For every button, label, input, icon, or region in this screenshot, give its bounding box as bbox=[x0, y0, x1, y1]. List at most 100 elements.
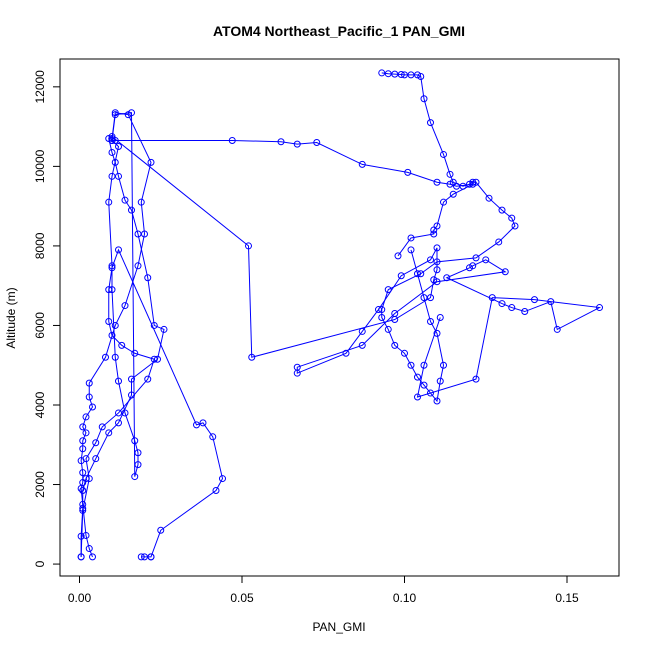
data-point bbox=[77, 532, 85, 540]
data-point bbox=[430, 230, 438, 238]
data-point bbox=[147, 158, 155, 166]
data-point bbox=[193, 421, 200, 429]
data-point bbox=[115, 377, 122, 385]
data-point bbox=[414, 71, 421, 79]
data-point bbox=[150, 321, 158, 329]
data-point bbox=[472, 375, 480, 383]
data-point bbox=[209, 433, 217, 441]
data-point bbox=[430, 226, 438, 234]
data-point bbox=[79, 506, 87, 514]
data-point bbox=[111, 158, 119, 166]
data-point bbox=[77, 553, 85, 561]
data-point bbox=[511, 222, 519, 230]
data-point bbox=[277, 138, 285, 146]
y-tick-label: 0 bbox=[33, 560, 47, 567]
data-point bbox=[108, 133, 116, 141]
data-point bbox=[521, 308, 529, 316]
data-point bbox=[427, 389, 434, 397]
y-tick-label: 10000 bbox=[33, 149, 47, 183]
data-point bbox=[82, 413, 90, 421]
data-point bbox=[378, 306, 386, 314]
data-point bbox=[108, 331, 116, 339]
data-point bbox=[596, 304, 603, 312]
data-point bbox=[466, 264, 473, 272]
data-point bbox=[485, 194, 493, 202]
data-point bbox=[108, 264, 116, 272]
data-point bbox=[115, 142, 122, 150]
data-point bbox=[228, 137, 236, 145]
data-point bbox=[407, 234, 415, 242]
data-point bbox=[397, 272, 405, 280]
data-point bbox=[433, 266, 441, 274]
data-point bbox=[134, 230, 142, 238]
data-point bbox=[407, 361, 415, 369]
series-line bbox=[80, 135, 602, 557]
data-point bbox=[79, 469, 87, 477]
series-line bbox=[80, 112, 473, 558]
chart-title: ATOM4 Northeast_Pacific_1 PAN_GMI bbox=[213, 23, 465, 39]
data-point bbox=[115, 172, 122, 180]
data-point bbox=[449, 190, 457, 198]
data-point bbox=[427, 256, 434, 264]
data-point bbox=[121, 302, 129, 310]
data-point bbox=[420, 381, 428, 389]
data-point bbox=[82, 531, 90, 539]
data-point bbox=[98, 423, 106, 431]
data-point bbox=[420, 95, 428, 103]
data-point bbox=[131, 473, 139, 481]
data-point bbox=[414, 270, 421, 278]
data-point bbox=[111, 109, 119, 117]
data-point bbox=[105, 286, 113, 294]
data-point bbox=[293, 363, 301, 371]
data-point bbox=[433, 278, 441, 286]
data-point bbox=[440, 150, 447, 158]
data-point bbox=[553, 325, 561, 333]
data-point bbox=[102, 353, 109, 361]
data-point bbox=[440, 361, 447, 369]
plot-area bbox=[77, 69, 603, 561]
data-point bbox=[498, 206, 506, 214]
plot-frame bbox=[59, 58, 620, 577]
data-point bbox=[157, 526, 165, 534]
data-point bbox=[115, 409, 122, 417]
data-point bbox=[92, 455, 100, 463]
data-point bbox=[472, 178, 480, 186]
data-point bbox=[384, 286, 392, 294]
data-point bbox=[508, 304, 516, 312]
data-point bbox=[160, 325, 168, 333]
data-point bbox=[115, 246, 122, 254]
data-point bbox=[118, 341, 126, 349]
data-point bbox=[108, 148, 116, 156]
data-point bbox=[427, 119, 434, 127]
data-point bbox=[85, 475, 93, 483]
data-point bbox=[245, 242, 252, 250]
data-point bbox=[313, 139, 321, 147]
data-point bbox=[401, 349, 408, 357]
data-point bbox=[414, 393, 421, 401]
data-point bbox=[547, 298, 555, 306]
data-point bbox=[436, 377, 444, 385]
data-point bbox=[394, 252, 402, 260]
data-point bbox=[459, 182, 467, 190]
data-point bbox=[85, 393, 93, 401]
series-2 bbox=[77, 133, 603, 561]
data-point bbox=[378, 314, 386, 321]
x-axis-label: PAN_GMI bbox=[312, 620, 365, 634]
data-point bbox=[433, 258, 441, 266]
data-point bbox=[147, 553, 155, 561]
data-point bbox=[414, 373, 421, 381]
data-point bbox=[293, 140, 301, 148]
x-tick-label: 0.05 bbox=[230, 591, 254, 605]
data-point bbox=[79, 487, 87, 494]
data-point bbox=[134, 449, 142, 457]
data-point bbox=[391, 310, 399, 318]
data-point bbox=[498, 300, 506, 308]
data-point bbox=[358, 327, 366, 335]
data-point bbox=[443, 274, 451, 282]
data-point bbox=[420, 294, 428, 302]
data-point bbox=[150, 355, 158, 363]
data-point bbox=[397, 71, 405, 79]
data-point bbox=[128, 375, 135, 383]
data-point bbox=[111, 353, 119, 361]
data-point bbox=[449, 178, 457, 186]
